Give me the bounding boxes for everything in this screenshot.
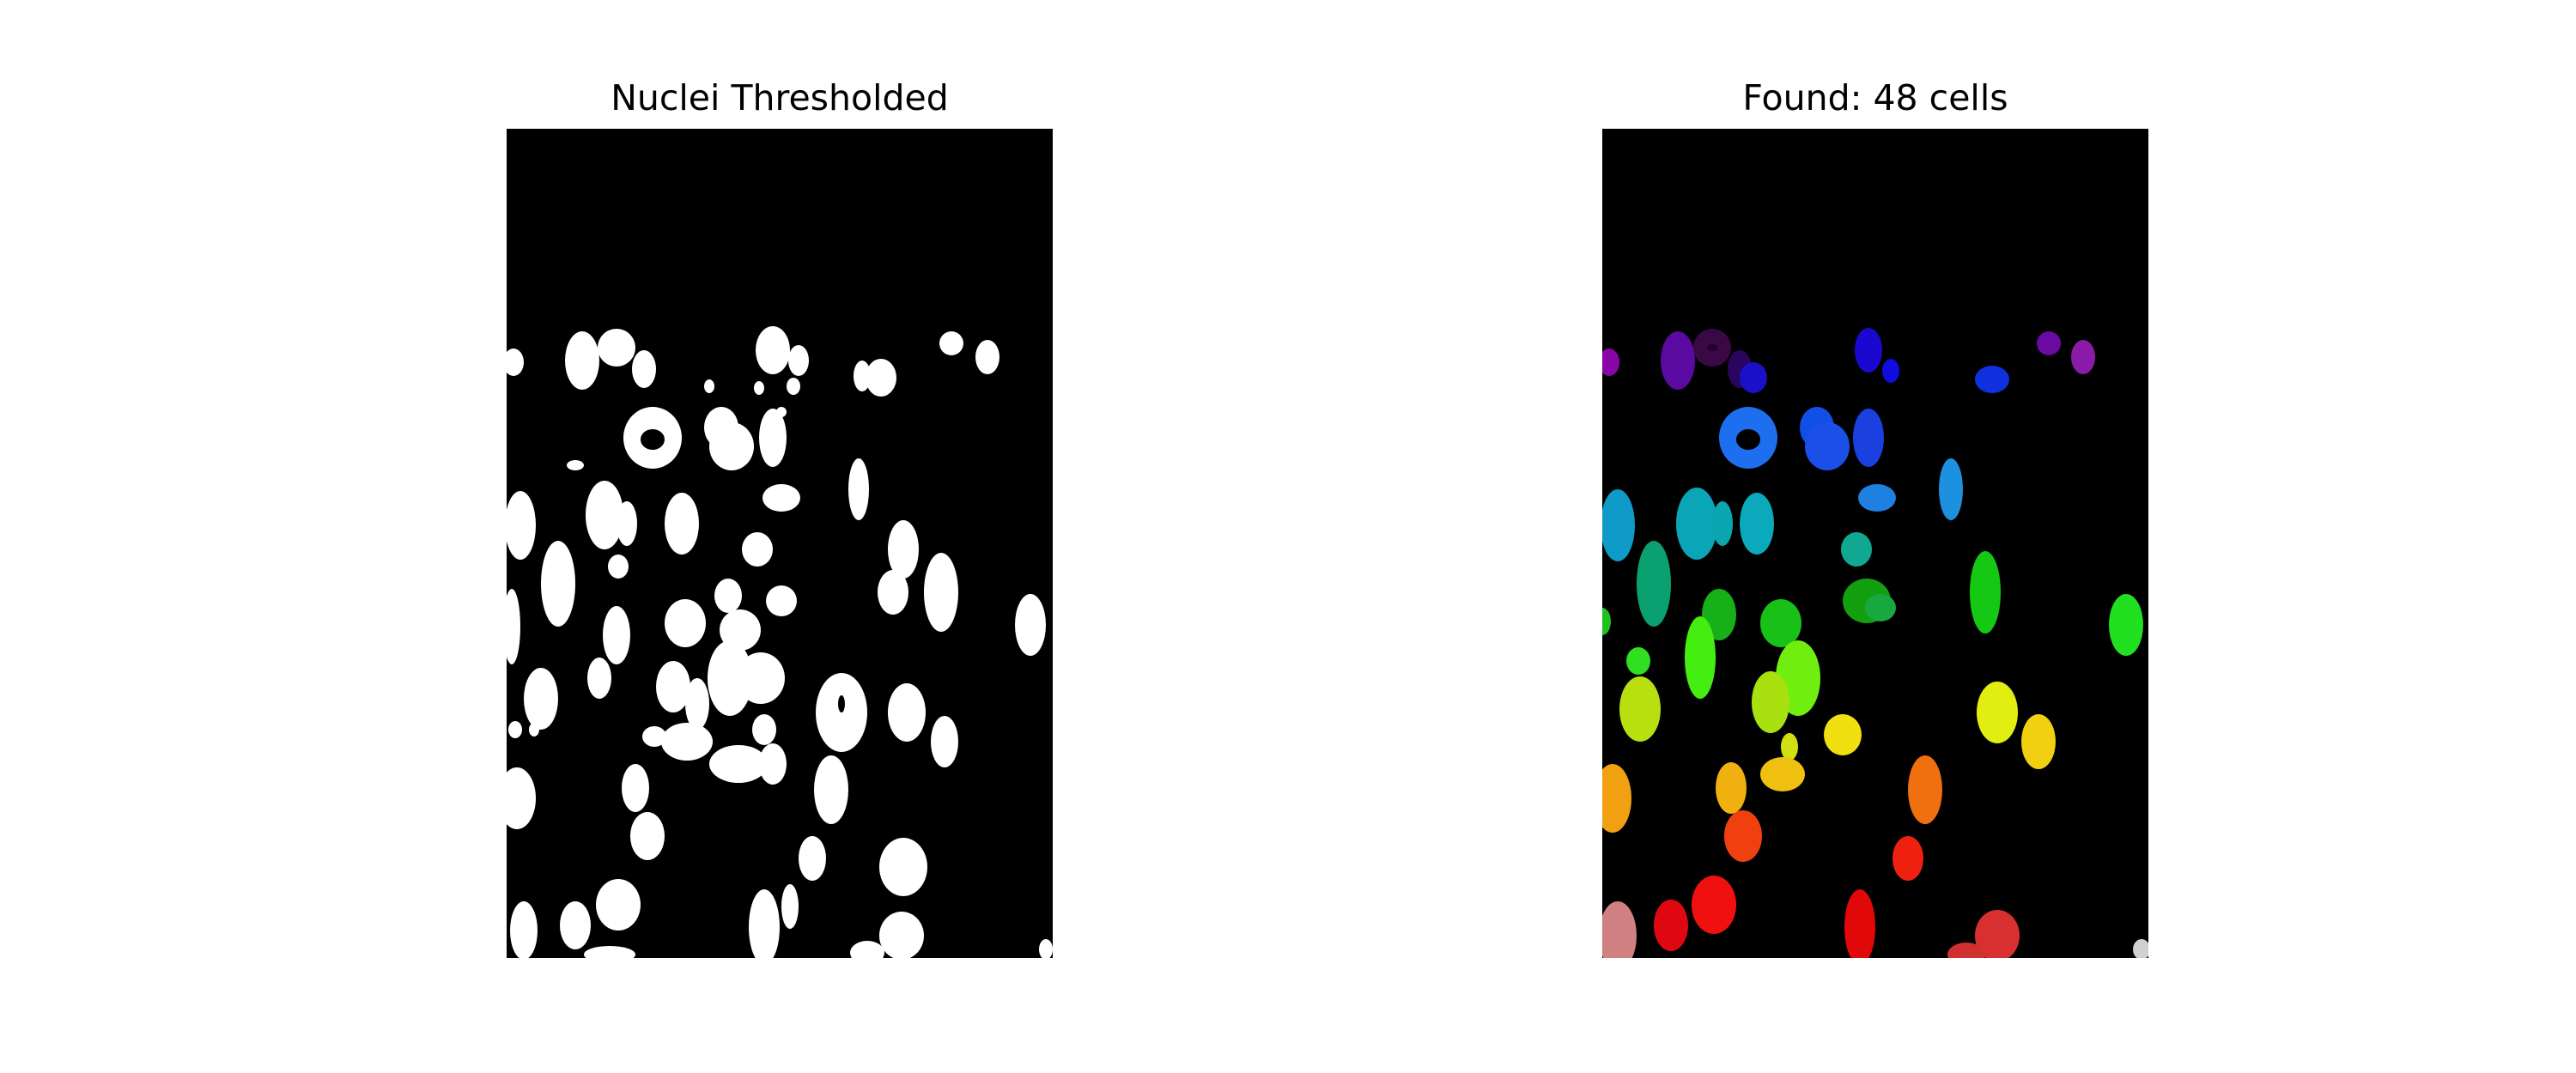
right-panel-title: Found: 48 cells xyxy=(1742,77,2008,118)
labeled-cells-image xyxy=(1602,328,2148,958)
labeled-cells-panel xyxy=(1602,129,2148,958)
binary-mask-image xyxy=(507,326,1053,958)
left-panel-title: Nuclei Thresholded xyxy=(611,77,949,118)
thresholded-mask-image xyxy=(507,129,1053,958)
